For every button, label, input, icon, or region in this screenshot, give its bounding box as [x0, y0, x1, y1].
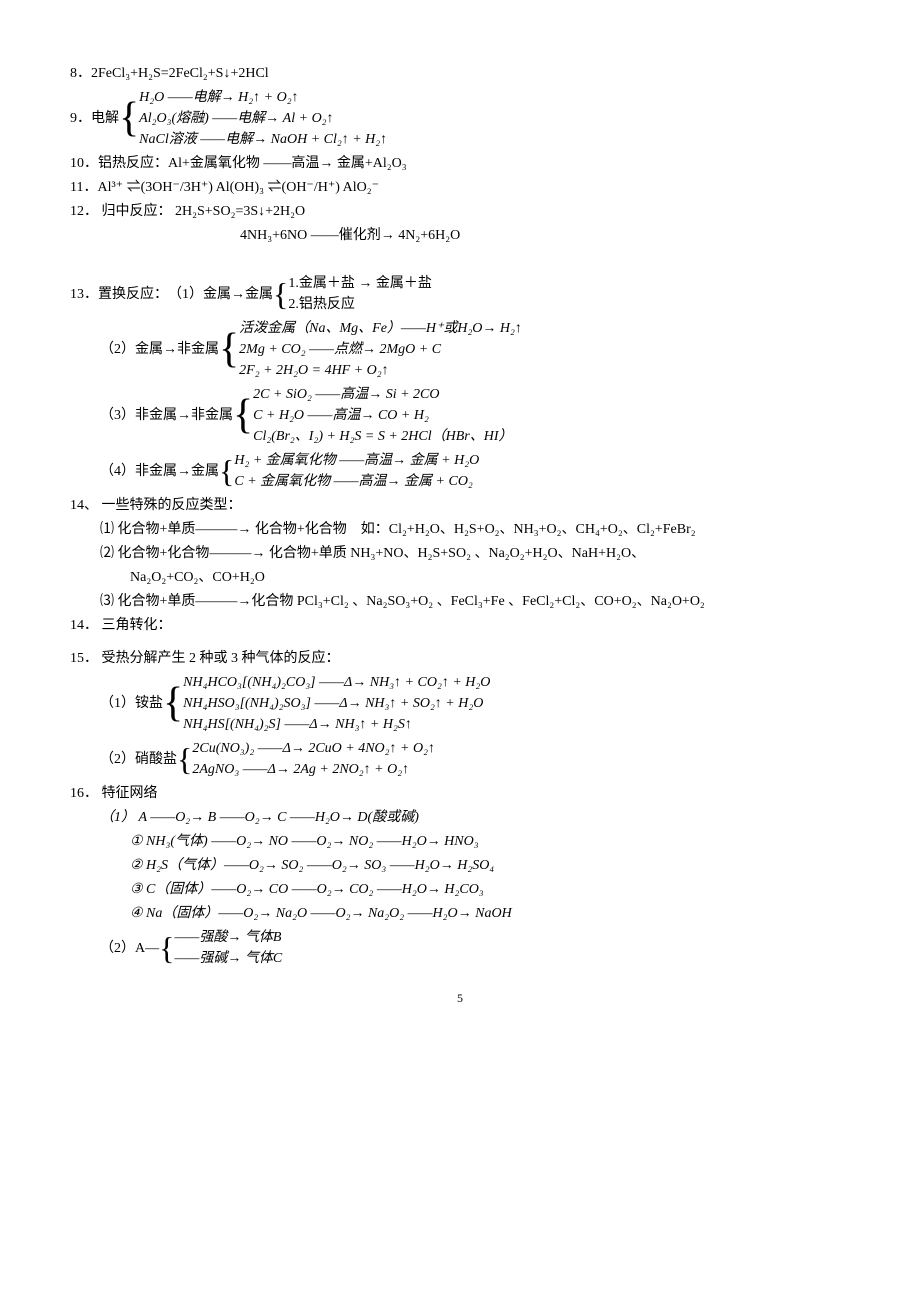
- label: 三角转化：: [102, 618, 172, 633]
- eq: 1.金属＋盐 → 金属＋盐: [288, 273, 432, 294]
- eq: C + H₂O ——高温→ CO + H₂: [253, 405, 512, 426]
- page-number: 5: [70, 989, 850, 1007]
- left-brace: {: [177, 745, 192, 774]
- num: 8．: [70, 66, 91, 81]
- eq: NH₄HCO₃[(NH₄)₂CO₃] ——Δ→ NH₃↑ + CO₂↑ + H₂…: [183, 672, 490, 693]
- text: Al³⁺ ⇌(3OH⁻/3H⁺) Al(OH)₃ ⇌(OH⁻/H⁺) AlO₂⁻: [97, 180, 379, 195]
- label: 受热分解产生 2 种或 3 种气体的反应：: [102, 651, 340, 666]
- left-brace: {: [119, 100, 139, 138]
- eq: 2AgNO₃ ——Δ→ 2Ag + 2NO₂↑ + O₂↑: [192, 759, 435, 780]
- eq: Cl₂(Br₂、I₂) + H₂S = S + 2HCl（HBr、HI）: [253, 426, 512, 447]
- item-14a-1: ⑴ 化合物+单质———→ 化合物+化合物 如：Cl₂+H₂O、H₂S+O₂、NH…: [70, 519, 850, 540]
- sublabel: （2）金属→非金属: [100, 339, 219, 360]
- item-9: 9． 电解 { H₂O ——电解→ H₂↑ + O₂↑ Al₂O₃(熔融) ——…: [70, 87, 850, 150]
- eq: A ——O₂→ B ——O₂→ C ——H₂O→ D(酸或碱): [139, 810, 419, 825]
- eq: 2F₂ + 2H₂O = 4HF + O₂↑: [239, 360, 522, 381]
- eq: 4NH₃+6NO ——催化剂→ 4N₂+6H₂O: [240, 228, 460, 243]
- item-16: 16． 特征网络: [70, 783, 850, 804]
- item-13-2: （2）金属→非金属 { 活泼金属（Na、Mg、Fe）——H⁺或H₂O→ H₂↑ …: [70, 318, 850, 381]
- label: 归中反应：: [102, 204, 172, 219]
- left-brace: {: [163, 685, 183, 723]
- item-12-line2: 4NH₃+6NO ——催化剂→ 4N₂+6H₂O: [70, 225, 850, 246]
- sublabel: （1）金属→金属: [168, 284, 273, 305]
- sublabel: （1）铵盐: [100, 693, 163, 714]
- item-15-1: （1）铵盐 { NH₄HCO₃[(NH₄)₂CO₃] ——Δ→ NH₃↑ + C…: [70, 672, 850, 735]
- chain-2: ② H₂S（气体）——O₂→ SO₂ ——O₂→ SO₃ ——H₂O→ H₂SO…: [70, 855, 850, 876]
- item-14a-2b: Na₂O₂+CO₂、CO+H₂O: [70, 567, 850, 588]
- sublabel: （2）A—: [100, 938, 159, 959]
- eq: H₂ + 金属氧化物 ——高温→ 金属 + H₂O: [234, 450, 479, 471]
- item-8: 8．2FeCl₃+H₂S=2FeCl₂+S↓+2HCl: [70, 63, 850, 84]
- item-14a-3: ⑶ 化合物+单质———→化合物 PCl₃+Cl₂ 、Na₂SO₃+O₂ 、FeC…: [70, 591, 850, 612]
- eq: ——强酸→ 气体B: [174, 927, 282, 948]
- item-13-3: （3）非金属→非金属 { 2C + SiO₂ ——高温→ Si + 2CO C …: [70, 384, 850, 447]
- item-13-1: 13． 置换反应： （1）金属→金属 { 1.金属＋盐 → 金属＋盐 2.铝热反…: [70, 273, 850, 315]
- item-15: 15． 受热分解产生 2 种或 3 种气体的反应：: [70, 648, 850, 669]
- eq: NH₄HS[(NH₄)₂S] ——Δ→ NH₃↑ + H₂S↑: [183, 714, 490, 735]
- text: 铝热反应：Al+金属氧化物 ——高温→ 金属+Al₂O₃: [98, 156, 407, 171]
- sublabel: （1）: [100, 810, 135, 825]
- left-brace: {: [159, 934, 174, 963]
- item-16-1-head: （1） A ——O₂→ B ——O₂→ C ——H₂O→ D(酸或碱): [70, 807, 850, 828]
- num: 9．: [70, 108, 91, 129]
- eq: C + 金属氧化物 ——高温→ 金属 + CO₂: [234, 471, 479, 492]
- eq: 活泼金属（Na、Mg、Fe）——H⁺或H₂O→ H₂↑: [239, 318, 522, 339]
- label: 电解: [91, 108, 119, 129]
- eq: NH₄HSO₃[(NH₄)₂SO₃] ——Δ→ NH₃↑ + SO₂↑ + H₂…: [183, 693, 490, 714]
- item-10: 10．铝热反应：Al+金属氧化物 ——高温→ 金属+Al₂O₃: [70, 153, 850, 174]
- label: 特征网络: [102, 786, 158, 801]
- eq: 2H₂S+SO₂=3S↓+2H₂O: [175, 204, 305, 219]
- item-14a: 14、 一些特殊的反应类型：: [70, 495, 850, 516]
- item-15-2: （2）硝酸盐 { 2Cu(NO₃)₂ ——Δ→ 2CuO + 4NO₂↑ + O…: [70, 738, 850, 780]
- eq: NaCl溶液 ——电解→ NaOH + Cl₂↑ + H₂↑: [139, 129, 387, 150]
- left-brace: {: [273, 280, 288, 309]
- chain-1: ① NH₃(气体) ——O₂→ NO ——O₂→ NO₂ ——H₂O→ HNO₃: [70, 831, 850, 852]
- num: 14．: [70, 618, 98, 633]
- left-brace: {: [233, 397, 253, 435]
- item-16-2: （2）A— { ——强酸→ 气体B ——强碱→ 气体C: [70, 927, 850, 969]
- eq: Al₂O₃(熔融) ——电解→ Al + O₂↑: [139, 108, 387, 129]
- item-14a-2a: ⑵ 化合物+化合物———→ 化合物+单质 NH₃+NO、H₂S+SO₂ 、Na₂…: [70, 543, 850, 564]
- eq: ——强碱→ 气体C: [174, 948, 282, 969]
- left-brace: {: [219, 331, 239, 369]
- chain-3: ③ C（固体）——O₂→ CO ——O₂→ CO₂ ——H₂O→ H₂CO₃: [70, 879, 850, 900]
- item-12: 12． 归中反应： 2H₂S+SO₂=3S↓+2H₂O: [70, 201, 850, 222]
- label: 置换反应：: [98, 284, 168, 305]
- item-11: 11．Al³⁺ ⇌(3OH⁻/3H⁺) Al(OH)₃ ⇌(OH⁻/H⁺) Al…: [70, 177, 850, 198]
- item-13-4: （4）非金属→金属 { H₂ + 金属氧化物 ——高温→ 金属 + H₂O C …: [70, 450, 850, 492]
- num: 10．: [70, 156, 98, 171]
- left-brace: {: [219, 457, 234, 486]
- eq: 2Cu(NO₃)₂ ——Δ→ 2CuO + 4NO₂↑ + O₂↑: [192, 738, 435, 759]
- num: 12．: [70, 204, 98, 219]
- eq: H₂O ——电解→ H₂↑ + O₂↑: [139, 87, 387, 108]
- eq: 2FeCl₃+H₂S=2FeCl₂+S↓+2HCl: [91, 66, 269, 81]
- num: 11．: [70, 180, 97, 195]
- num: 14、: [70, 498, 98, 513]
- sublabel: （2）硝酸盐: [100, 749, 177, 770]
- num: 15．: [70, 651, 98, 666]
- chain-4: ④ Na（固体）——O₂→ Na₂O ——O₂→ Na₂O₂ ——H₂O→ Na…: [70, 903, 850, 924]
- label: 一些特殊的反应类型：: [102, 498, 242, 513]
- eq: 2Mg + CO₂ ——点燃→ 2MgO + C: [239, 339, 522, 360]
- num: 16．: [70, 786, 98, 801]
- eq: 2.铝热反应: [288, 294, 432, 315]
- sublabel: （4）非金属→金属: [100, 461, 219, 482]
- num: 13．: [70, 284, 98, 305]
- eq: 2C + SiO₂ ——高温→ Si + 2CO: [253, 384, 512, 405]
- sublabel: （3）非金属→非金属: [100, 405, 233, 426]
- item-14b: 14． 三角转化：: [70, 615, 850, 636]
